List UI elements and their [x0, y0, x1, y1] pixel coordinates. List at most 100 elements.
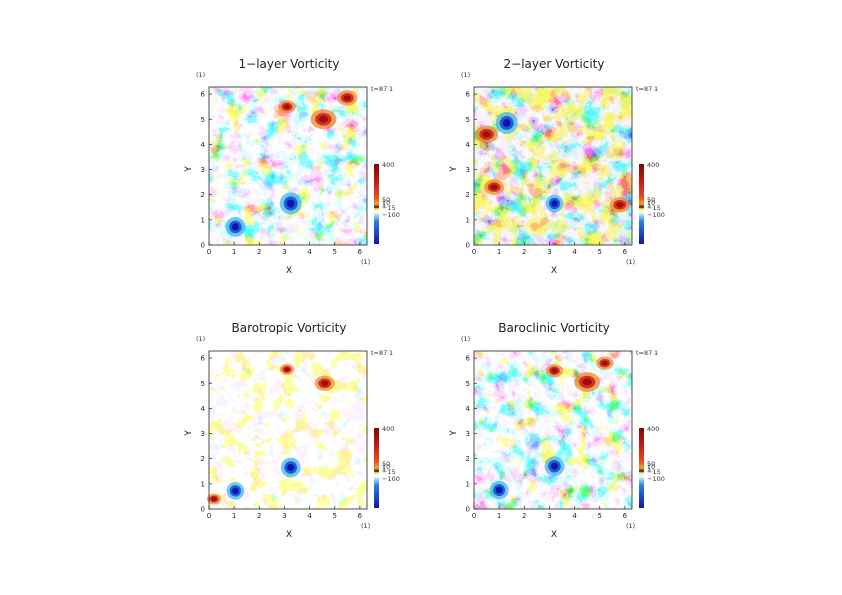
- vortex-anticyclone-ring: [343, 95, 351, 101]
- vortex-anticyclone-ring: [318, 115, 329, 123]
- x-tick-label: 1: [232, 512, 236, 520]
- y-tick-label: 6: [466, 91, 471, 99]
- colorbar-tick-label: 400: [382, 161, 394, 169]
- vortex-anticyclone-ring: [551, 368, 558, 374]
- colorbar-tick-label: −15: [647, 468, 661, 476]
- y-axis-label: Y: [184, 166, 194, 173]
- y-tick-label: 5: [466, 380, 470, 388]
- x-tick-label: 1: [497, 248, 501, 256]
- y-tick-label: 2: [466, 455, 470, 463]
- y-tick-label: 5: [201, 116, 205, 124]
- y-tick-label: 5: [201, 380, 205, 388]
- y-axis-label: Y: [184, 430, 194, 437]
- colorbar-tick-label: 400: [382, 425, 394, 433]
- x-axis: 0 1 2 3 4 5 6: [472, 242, 628, 256]
- x-axis: 0 1 2 3 4 5 6: [472, 506, 628, 520]
- x-tick-label: 5: [333, 248, 337, 256]
- x-tick-label: 2: [522, 512, 526, 520]
- vortex-layer: [475, 112, 630, 213]
- colorbar: [374, 428, 379, 508]
- x-tick-label: 6: [623, 512, 628, 520]
- x-tick-label: 6: [358, 248, 363, 256]
- colorbar: [639, 164, 644, 244]
- x-tick-label: 0: [207, 512, 211, 520]
- plot-frame: [208, 350, 368, 510]
- y-tick-label: 1: [201, 216, 205, 224]
- y-tick-label: 2: [201, 191, 205, 199]
- colorbar-tick-label: 50: [647, 196, 655, 204]
- y-unit-label: (1): [196, 335, 205, 343]
- vortex-anticyclone-ring: [283, 104, 291, 110]
- vortex-cyclone-ring: [551, 200, 558, 207]
- y-unit-label: (1): [461, 71, 470, 79]
- vortex-cyclone-ring: [231, 223, 240, 231]
- colorbar-tick-label: 50: [382, 196, 390, 204]
- colorbar-tick-label: 10: [647, 199, 655, 207]
- y-axis: 0 1 2 3 4 5 6: [466, 91, 477, 250]
- y-axis: 0 1 2 3 4 5 6: [201, 91, 212, 250]
- x-tick-label: 2: [522, 248, 526, 256]
- colorbar-tick-label: 50: [382, 460, 390, 468]
- colorbar-tick-label: −100: [382, 211, 400, 219]
- y-tick-label: 4: [201, 141, 206, 149]
- y-tick-label: 0: [201, 242, 205, 250]
- plot-frame: [208, 86, 368, 246]
- x-tick-label: 3: [547, 512, 551, 520]
- x-tick-label: 6: [623, 248, 628, 256]
- x-axis-label: X: [551, 266, 557, 276]
- y-tick-label: 4: [466, 141, 471, 149]
- y-tick-label: 2: [201, 455, 205, 463]
- y-tick-label: 0: [466, 506, 470, 514]
- x-axis-label: X: [286, 266, 292, 276]
- vortex-cyclone-ring: [550, 462, 559, 470]
- colorbar-tick-label: 400: [647, 161, 659, 169]
- vortex-anticyclone-ring: [321, 380, 329, 387]
- y-tick-label: 1: [201, 480, 205, 488]
- x-tick-label: 5: [598, 248, 602, 256]
- vortex-anticyclone-ring: [490, 184, 498, 190]
- y-tick-label: 1: [466, 216, 470, 224]
- y-tick-label: 6: [201, 355, 206, 363]
- y-tick-label: 3: [201, 430, 205, 438]
- time-unit-label: 1: [654, 85, 658, 93]
- x-axis-label: X: [551, 530, 557, 540]
- y-unit-label: (1): [461, 335, 470, 343]
- colorbar-tick-label: 50: [647, 460, 655, 468]
- x-tick-label: 5: [598, 512, 602, 520]
- colorbar-tick-label: −100: [382, 475, 400, 483]
- x-tick-label: 0: [207, 248, 211, 256]
- panel-1layer: 1−layer Vorticity (1) t=87 1 0 1 2 3 4 5 6 0 1 2…: [184, 57, 400, 276]
- colorbar-tick-label: −15: [382, 204, 396, 212]
- y-tick-label: 2: [466, 191, 470, 199]
- plot-frame: [473, 350, 633, 510]
- x-tick-label: 3: [547, 248, 551, 256]
- y-axis: 0 1 2 3 4 5 6: [201, 355, 212, 514]
- y-tick-label: 4: [466, 405, 471, 413]
- y-tick-label: 0: [466, 242, 470, 250]
- chart-title: 2−layer Vorticity: [504, 57, 605, 71]
- y-unit-label: (1): [196, 71, 205, 79]
- x-tick-label: 4: [307, 248, 312, 256]
- time-label: t=87: [636, 85, 652, 93]
- vortex-layer: [225, 90, 358, 237]
- colorbar-tick-label: 10: [382, 463, 390, 471]
- y-tick-label: 3: [201, 166, 205, 174]
- y-axis-label: Y: [449, 166, 459, 173]
- colorbar: [374, 164, 379, 244]
- y-tick-label: 3: [466, 430, 470, 438]
- y-tick-label: 3: [466, 166, 470, 174]
- vortex-anticyclone-ring: [616, 201, 624, 208]
- vortex-cyclone-ring: [286, 199, 295, 208]
- x-tick-label: 6: [358, 512, 363, 520]
- y-tick-label: 6: [201, 91, 206, 99]
- x-axis: 0 1 2 3 4 5 6: [207, 506, 363, 520]
- time-label: t=87: [371, 349, 387, 357]
- colorbar-tick-label: 1: [647, 201, 651, 209]
- x-axis: 0 1 2 3 4 5 6: [207, 242, 363, 256]
